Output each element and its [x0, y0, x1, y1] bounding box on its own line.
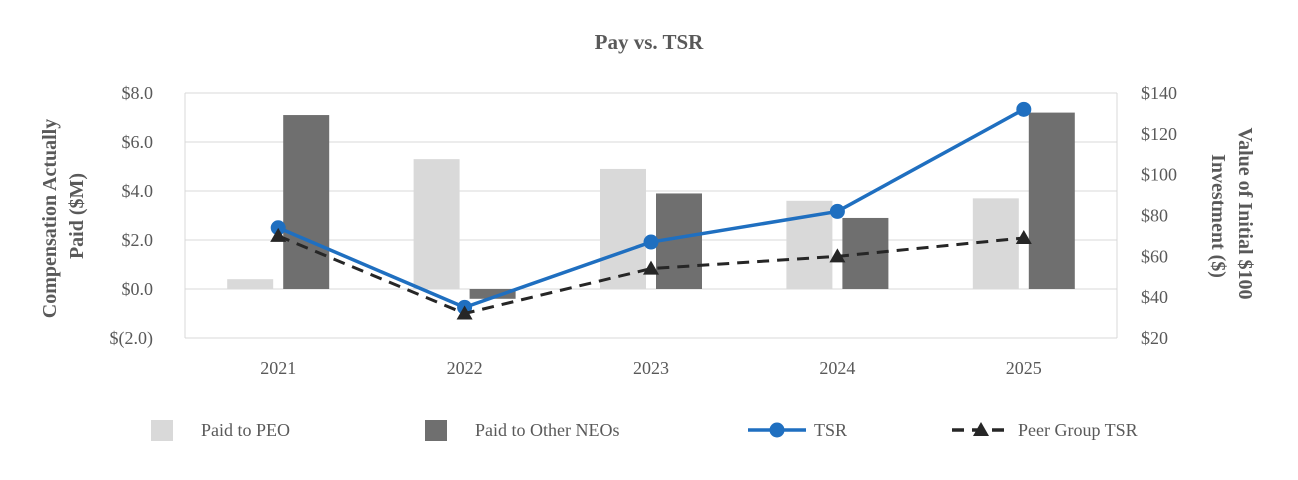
tsr-point: [829, 203, 845, 219]
right-axis-title: Value of Initial $100 Investment ($): [1207, 127, 1256, 304]
right-tick-label: $40: [1141, 287, 1168, 307]
legend-label-tsr: TSR: [814, 420, 847, 440]
legend-swatch-paid-to-peo: [151, 420, 173, 441]
right-tick-label: $20: [1141, 328, 1168, 348]
tsr-point: [270, 220, 286, 236]
peer-group-tsr-point: [643, 260, 659, 275]
tsr-point: [643, 234, 659, 250]
peer-group-tsr-point: [456, 305, 473, 320]
right-tick-label: $140: [1141, 83, 1177, 103]
left-axis-ticks: $(2.0) $0.0 $2.0 $4.0 $6.0 $8.0: [110, 83, 154, 349]
left-tick-label: $2.0: [122, 230, 154, 250]
right-axis-ticks: $20 $40 $60 $80 $100 $120 $140: [1141, 83, 1177, 348]
left-tick-label: $0.0: [122, 279, 154, 299]
x-tick-label: 2024: [819, 358, 855, 378]
right-tick-label: $120: [1141, 124, 1177, 144]
legend-marker-tsr: [769, 422, 785, 438]
legend: Paid to PEO Paid to Other NEOs TSR Peer Gro…: [151, 420, 1138, 441]
peer-group-tsr-point: [1015, 229, 1032, 244]
peer-group-tsr-line: [277, 234, 1024, 316]
legend-label-peer-group-tsr: Peer Group TSR: [1018, 420, 1138, 440]
bar-paid-to-other-neos-2022: [469, 289, 516, 299]
legend-label-paid-to-other-neos: Paid to Other NEOs: [475, 420, 619, 440]
x-tick-label: 2023: [633, 358, 669, 378]
left-axis-title-line2: Paid ($M): [66, 173, 88, 259]
x-tick-label: 2025: [1006, 358, 1042, 378]
bar-paid-to-peo-2021: [227, 279, 274, 289]
right-axis-title-line2: Investment ($): [1207, 154, 1229, 278]
left-tick-label: $6.0: [122, 132, 154, 152]
tsr-line: [277, 107, 1025, 310]
right-axis-title-line1: Value of Initial $100: [1234, 127, 1256, 299]
left-tick-label: $4.0: [122, 181, 154, 201]
left-axis-title-line1: Compensation Actually: [39, 119, 61, 318]
bar-series: [227, 112, 1075, 299]
right-tick-label: $60: [1141, 246, 1168, 266]
legend-swatch-paid-to-other-neos: [425, 420, 447, 441]
x-axis-ticks: 2021 2022 2023 2024 2025: [260, 358, 1042, 378]
tsr-point: [1016, 101, 1032, 117]
bar-paid-to-other-neos-2021: [283, 115, 330, 289]
bar-paid-to-peo-2022: [413, 159, 460, 289]
peer-group-tsr-point: [829, 248, 846, 263]
peer-group-tsr-point: [270, 227, 287, 242]
legend-marker-peer-group-tsr: [973, 422, 989, 436]
line-series: [270, 101, 1032, 320]
left-tick-label: $8.0: [122, 83, 154, 103]
bar-paid-to-peo-2023: [600, 168, 646, 289]
x-tick-label: 2022: [447, 358, 483, 378]
x-tick-label: 2021: [260, 358, 296, 378]
left-axis-title: Compensation Actually Paid ($M): [39, 114, 88, 318]
bar-paid-to-other-neos-2025: [1028, 112, 1075, 289]
right-tick-label: $80: [1141, 206, 1168, 226]
legend-label-paid-to-peo: Paid to PEO: [201, 420, 290, 440]
left-tick-label: $(2.0): [110, 328, 154, 349]
chart-title: Pay vs. TSR: [595, 30, 705, 54]
right-tick-label: $100: [1141, 165, 1177, 185]
